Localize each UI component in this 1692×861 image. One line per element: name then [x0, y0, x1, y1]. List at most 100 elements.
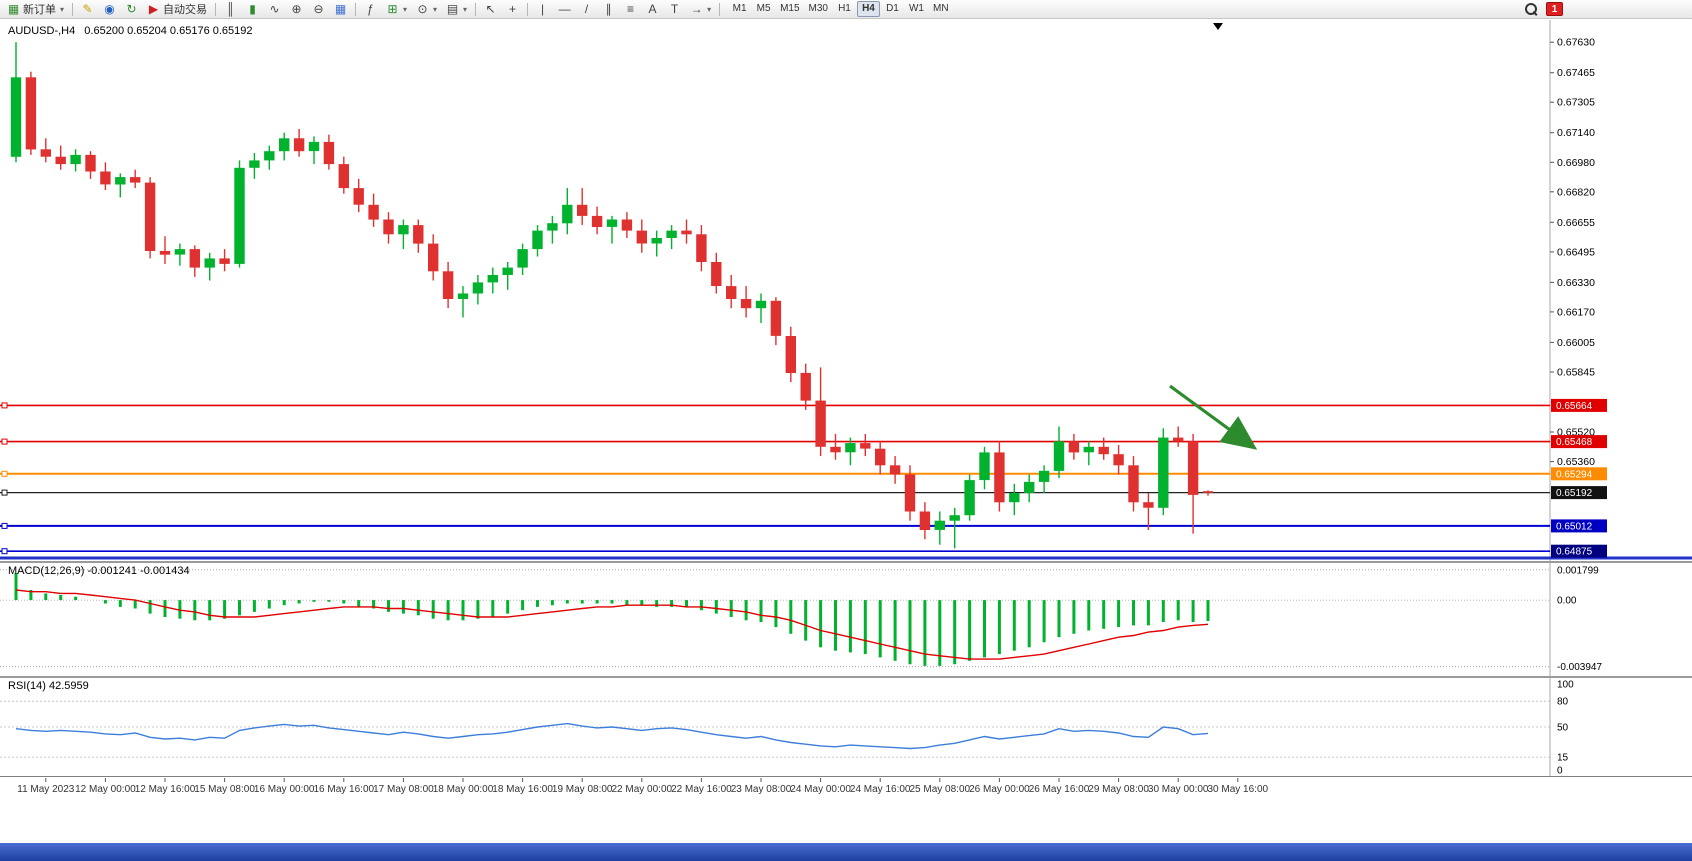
- tile-windows-button[interactable]: ▦: [330, 1, 351, 18]
- add-indicator-button[interactable]: ⊞ ▾: [382, 1, 411, 18]
- candle: [383, 219, 394, 235]
- timeframe-button-m1[interactable]: M1: [732, 3, 747, 14]
- rsi-line: [15, 722, 1209, 750]
- candlestick-chart-icon: ▮: [249, 2, 256, 16]
- cursor-button[interactable]: ↖: [480, 1, 501, 18]
- panel-separator[interactable]: [0, 561, 1692, 563]
- candle: [1158, 437, 1169, 508]
- candle: [860, 443, 871, 449]
- line-chart-button[interactable]: ∿: [264, 1, 285, 18]
- candle: [755, 300, 767, 309]
- candle: [1173, 437, 1184, 442]
- candle: [1024, 481, 1035, 493]
- zoom-in-button[interactable]: ⊕: [286, 1, 307, 18]
- chevron-down-icon: ▾: [463, 4, 468, 14]
- timeframe-button-mn[interactable]: MN: [932, 3, 949, 14]
- notification-badge[interactable]: 1: [1546, 2, 1563, 16]
- line-handle[interactable]: [1, 438, 8, 445]
- candle: [457, 293, 469, 299]
- line-handle[interactable]: [1, 489, 8, 496]
- search-icon[interactable]: [1525, 2, 1538, 16]
- svg-text:0.65468: 0.65468: [1556, 437, 1593, 448]
- time-label: 23 May 08:00: [731, 784, 792, 795]
- price-badge: [1551, 544, 1607, 558]
- chart-title: AUDUSD-,H4 0.65200 0.65204 0.65176 0.651…: [8, 25, 253, 37]
- timeframe-button-m30[interactable]: M30: [808, 3, 828, 14]
- chevron-down-icon: ▾: [60, 4, 65, 14]
- candle: [10, 77, 22, 157]
- candle: [234, 167, 245, 264]
- candle: [606, 219, 618, 227]
- line-handle[interactable]: [1, 548, 8, 555]
- svg-text:0.65294: 0.65294: [1556, 469, 1593, 480]
- time-label: 30 May 00:00: [1148, 784, 1209, 795]
- template-button[interactable]: ▤ ▾: [442, 1, 471, 18]
- line-handle[interactable]: [1, 470, 8, 477]
- shift-marker-icon[interactable]: [1213, 23, 1223, 30]
- candlestick-chart-button[interactable]: ▮: [242, 1, 263, 18]
- line-handle[interactable]: [1, 402, 8, 409]
- trend-arrow[interactable]: [1169, 384, 1258, 450]
- indicators-button[interactable]: ƒ: [360, 1, 381, 18]
- candle: [979, 452, 990, 481]
- price-badge: [1551, 398, 1607, 412]
- candle: [338, 164, 349, 189]
- candle: [353, 188, 364, 205]
- new-order-button[interactable]: ▦ 新订单 ▾: [3, 1, 68, 18]
- label-button[interactable]: T: [664, 1, 685, 18]
- zoom-out-button[interactable]: ⊖: [308, 1, 329, 18]
- candle: [770, 300, 782, 336]
- time-label: 11 May 2023: [17, 784, 75, 795]
- candle: [25, 77, 37, 150]
- candle: [1053, 441, 1065, 471]
- timeframe-button-h4[interactable]: H4: [856, 1, 880, 17]
- auto-trading-button[interactable]: ▶ 自动交易: [143, 1, 211, 18]
- price-tick-label: 0.66820: [1557, 186, 1595, 198]
- time-label: 24 May 16:00: [850, 784, 911, 795]
- price-tick-label: 0.66330: [1557, 277, 1595, 289]
- candle: [889, 465, 901, 475]
- candle: [308, 141, 320, 152]
- channel-button[interactable]: ∥: [598, 1, 619, 18]
- zoom-out-icon: ⊖: [313, 2, 324, 16]
- macd-panel[interactable]: 0.001799 0.00 -0.003947: [0, 563, 1692, 676]
- price-tick-label: 0.67630: [1557, 37, 1595, 49]
- timeframe-button-m5[interactable]: M5: [756, 3, 771, 14]
- candle: [636, 230, 647, 244]
- crosshair-button[interactable]: +: [502, 1, 523, 18]
- arrows-button[interactable]: → ▾: [686, 1, 715, 18]
- fibonacci-icon: ≡: [627, 2, 635, 16]
- candle: [1038, 470, 1050, 482]
- rsi-panel[interactable]: 100 80 50 15 0: [0, 678, 1692, 776]
- metaeditor-button[interactable]: ✎: [77, 1, 98, 18]
- main-price-chart[interactable]: 0.67630 0.67465 0.67305 0.67140 0.66980 0.668…: [0, 20, 1692, 561]
- auto-trading-label: 自动交易: [163, 4, 208, 16]
- text-button[interactable]: A: [642, 1, 663, 18]
- time-label: 29 May 08:00: [1088, 784, 1149, 795]
- panel-separator[interactable]: [0, 676, 1692, 678]
- candle: [666, 230, 677, 238]
- time-label: 18 May 16:00: [492, 784, 553, 795]
- candle: [1202, 491, 1214, 493]
- price-tick-label: 0.66980: [1557, 157, 1595, 169]
- cursor-icon: ↖: [485, 2, 496, 16]
- line-handle[interactable]: [1, 522, 8, 529]
- timeframe-button-h1[interactable]: H1: [838, 3, 851, 14]
- candle: [219, 258, 230, 264]
- chart-ohlc-values: 0.65200 0.65204 0.65176 0.65192: [84, 25, 253, 37]
- timeframe-button-d1[interactable]: D1: [886, 3, 899, 14]
- toolbar-right: 1: [1525, 2, 1689, 16]
- trendline-button[interactable]: /: [576, 1, 597, 18]
- fibonacci-button[interactable]: ≡: [620, 1, 641, 18]
- profile-button[interactable]: ◉: [99, 1, 120, 18]
- timeframe-button-m15[interactable]: M15: [780, 3, 800, 14]
- horizontal-line-button[interactable]: —: [554, 1, 575, 18]
- period-button[interactable]: ⊙ ▾: [412, 1, 441, 18]
- bar-chart-button[interactable]: ║: [220, 1, 241, 18]
- timeframe-button-w1[interactable]: W1: [908, 3, 924, 14]
- vertical-line-button[interactable]: |: [532, 1, 553, 18]
- refresh-button[interactable]: ↻: [121, 1, 142, 18]
- svg-text:0.65192: 0.65192: [1556, 488, 1593, 499]
